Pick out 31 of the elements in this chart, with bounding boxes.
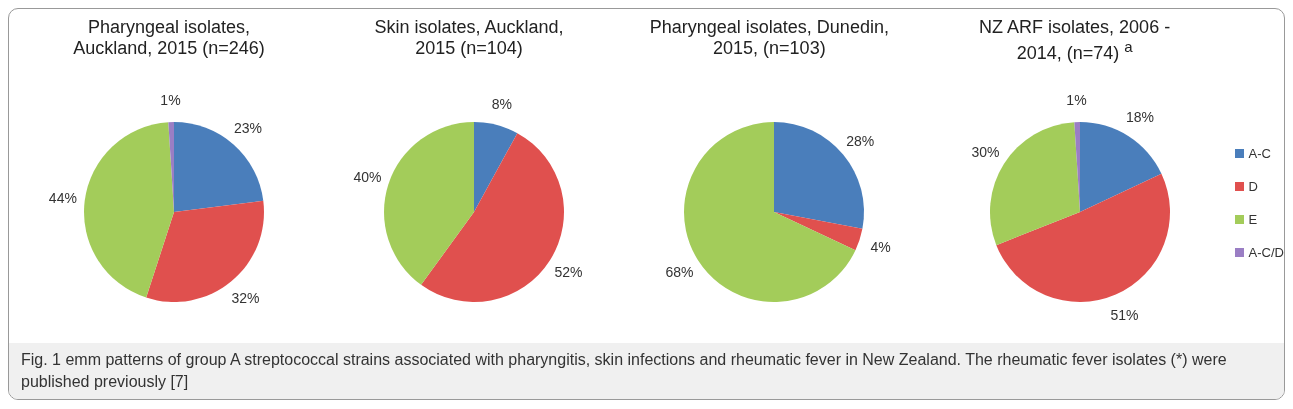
legend-label: E bbox=[1247, 212, 1259, 227]
pie-slice bbox=[84, 122, 174, 298]
chart-title: NZ ARF isolates, 2006 - 2014, (n=74) $^{a}$ bbox=[978, 17, 1172, 65]
legend-label: D bbox=[1247, 179, 1259, 194]
pie-slice bbox=[174, 122, 264, 212]
pie-slice bbox=[1079, 122, 1162, 212]
pie-slice bbox=[146, 200, 264, 302]
data-label: 32% bbox=[231, 290, 260, 307]
data-label: 40% bbox=[353, 169, 382, 186]
pie-slice bbox=[474, 122, 518, 212]
data-label: 44% bbox=[48, 189, 77, 206]
legend-label: A-C/D bbox=[1247, 245, 1284, 260]
chart-title: Pharyngeal isolates, Auckland, 2015 (n=246) bbox=[72, 17, 266, 60]
pie-slice bbox=[774, 212, 863, 251]
caption: Fig. 1 emm patterns of group A streptococcal strains associated with pharyngitis, skin infections and rheumatic fever in New Zealand. The rheumatic fever isolates (*) were published previously [7] bbox=[21, 350, 1228, 392]
data-label: 68% bbox=[665, 264, 694, 281]
data-label: 18% bbox=[1125, 109, 1154, 126]
data-label: 51% bbox=[1110, 306, 1139, 323]
chart-title: Skin isolates, Auckland, 2015 (n=104) bbox=[373, 17, 565, 60]
data-label: 1% bbox=[160, 92, 181, 109]
data-label: 4% bbox=[870, 238, 891, 255]
data-label: 30% bbox=[971, 143, 1000, 160]
data-label: 52% bbox=[554, 264, 583, 281]
chart-title: Pharyngeal isolates, Dunedin, 2015, (n=103) bbox=[649, 17, 890, 60]
legend-label: A-C bbox=[1247, 146, 1272, 161]
pie-slice bbox=[384, 122, 474, 285]
data-label: 23% bbox=[234, 119, 263, 136]
data-label: 28% bbox=[846, 132, 875, 149]
data-label: 8% bbox=[491, 95, 512, 112]
data-label: 1% bbox=[1065, 92, 1087, 109]
pie-slice bbox=[995, 173, 1170, 302]
